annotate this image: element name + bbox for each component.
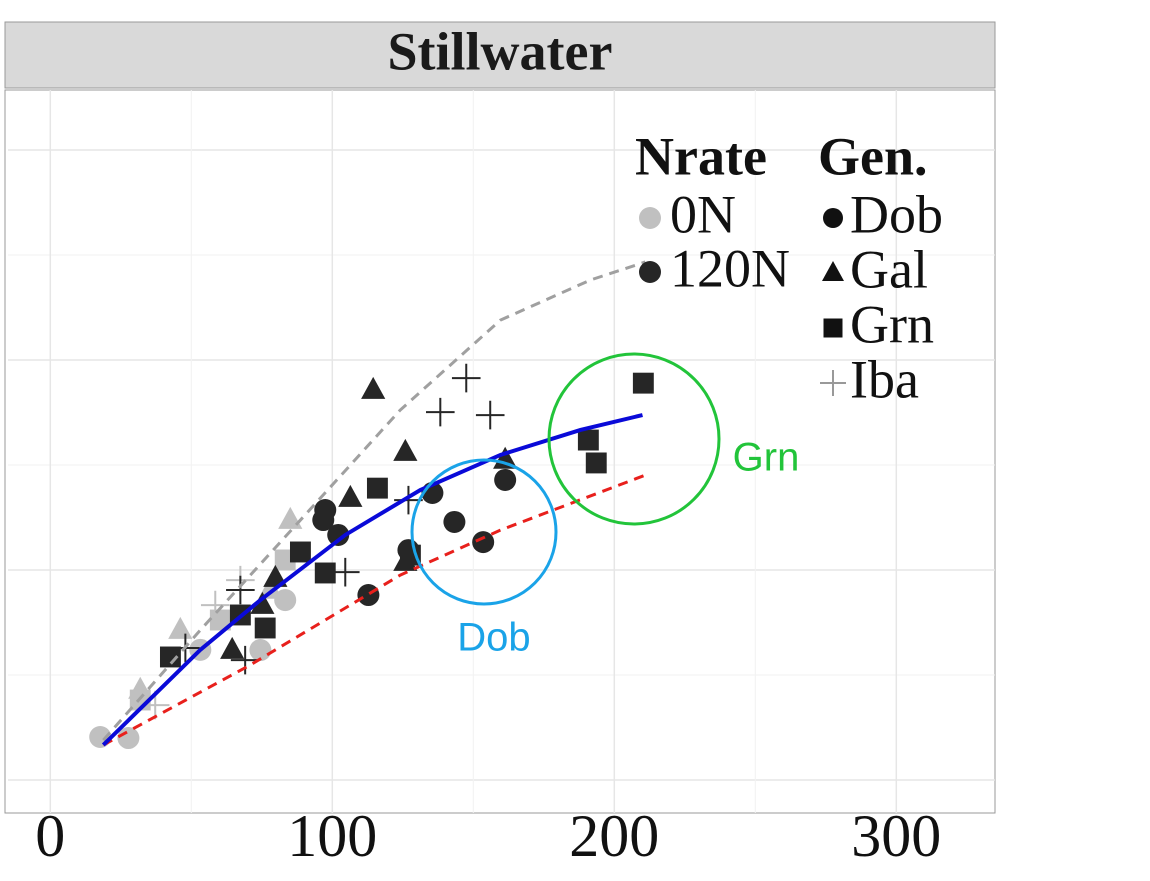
fit-line <box>102 473 646 747</box>
point <box>494 468 517 491</box>
point <box>254 617 276 639</box>
legend-label: Dob <box>850 184 943 244</box>
point <box>220 636 245 659</box>
point <box>585 452 607 474</box>
point <box>820 370 846 396</box>
x-tick-label: 200 <box>569 803 659 869</box>
point <box>472 531 495 554</box>
point <box>330 557 360 587</box>
annotation-label: Dob <box>457 616 530 660</box>
point <box>250 591 275 614</box>
title-strip <box>4 21 996 89</box>
point <box>393 438 418 461</box>
point <box>426 397 455 427</box>
point <box>577 429 599 451</box>
point <box>159 646 181 668</box>
point <box>226 575 255 605</box>
point <box>493 446 518 469</box>
legend-label: Iba <box>850 349 919 409</box>
data-layer <box>89 260 654 750</box>
point <box>117 727 140 750</box>
fit-line <box>102 260 646 742</box>
annotation-circle <box>410 458 558 606</box>
point <box>366 477 388 499</box>
legend-label: Grn <box>850 294 934 354</box>
point <box>258 576 283 599</box>
point <box>823 208 843 228</box>
point <box>361 376 386 399</box>
legend-marker <box>639 207 661 229</box>
x-tick-label: 300 <box>851 803 941 869</box>
grid <box>8 90 995 813</box>
legend-title: Gen. <box>818 126 928 186</box>
point <box>230 645 260 675</box>
legend-label: Gal <box>850 239 928 299</box>
point <box>475 400 505 430</box>
point <box>289 541 311 563</box>
point <box>823 318 843 338</box>
point <box>443 510 466 533</box>
annotation-circle <box>547 352 721 526</box>
annotation-label: Grn <box>733 436 800 480</box>
legend-title: Nrate <box>635 126 767 186</box>
point <box>327 523 350 546</box>
point <box>314 498 337 521</box>
point <box>263 564 288 587</box>
point <box>338 484 363 507</box>
point <box>168 616 193 639</box>
fit-line <box>101 413 643 747</box>
legend-label: 120N <box>670 238 790 298</box>
point <box>200 590 230 620</box>
point <box>357 584 380 607</box>
chart-title: Stillwater <box>388 21 613 81</box>
point <box>314 562 336 584</box>
x-tick-label: 100 <box>287 803 377 869</box>
legend-marker <box>639 261 661 283</box>
point <box>249 639 272 662</box>
point <box>399 544 421 566</box>
x-tick-label: 0 <box>35 803 65 869</box>
point <box>822 261 844 281</box>
legend-label: 0N <box>670 184 736 244</box>
point <box>632 372 654 394</box>
point <box>451 363 481 393</box>
